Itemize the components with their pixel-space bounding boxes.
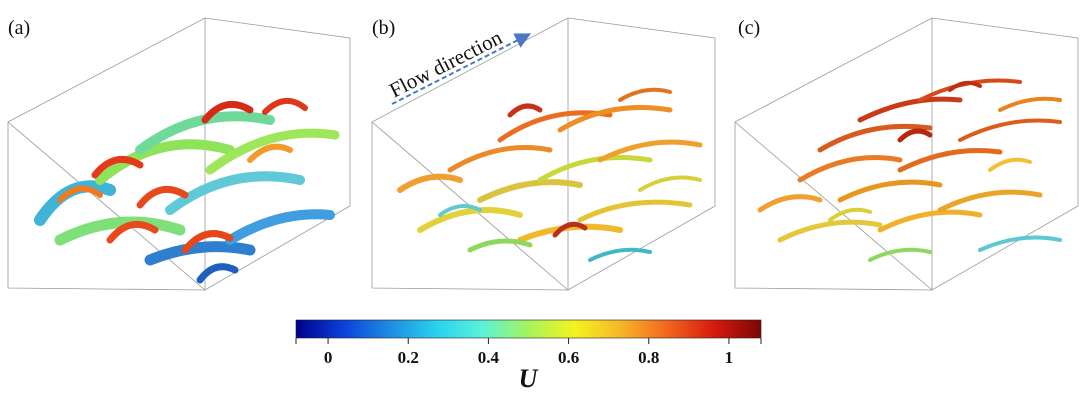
- vortex-structures-b: [397, 87, 703, 262]
- panel-label-b: (b): [372, 17, 395, 39]
- panel-a: (a): [7, 17, 351, 291]
- colorbar-gradient: [295, 319, 762, 339]
- vortex-structures-a: [34, 98, 340, 284]
- flow-direction-label: Flow direction: [385, 25, 506, 102]
- colorbar-ticks: 0 0.2 0.4 0.6 0.8 1: [295, 338, 762, 367]
- domain-box-b: [371, 17, 716, 291]
- panel-label-c: (c): [738, 17, 760, 39]
- colorbar-tick-label: 0.2: [398, 348, 419, 367]
- panel-b: (b) Flow direction: [371, 17, 716, 291]
- flow-direction-annotation: Flow direction: [385, 25, 532, 105]
- colorbar-tick-label: 0: [324, 348, 333, 367]
- colorbar-tick-label: 1: [725, 348, 734, 367]
- colorbar-tick-label: 0.4: [478, 348, 500, 367]
- colorbar-tick-label: 0.8: [638, 348, 659, 367]
- colorbar-variable-label: U: [519, 364, 539, 393]
- panel-c: (c): [734, 17, 1079, 291]
- colorbar: 0 0.2 0.4 0.6 0.8 1 U: [295, 319, 762, 393]
- domain-box-c: [734, 17, 1079, 291]
- flow-direction-arrow: [391, 33, 532, 105]
- panel-label-a: (a): [8, 17, 30, 39]
- vortex-structures-c: [757, 78, 1062, 262]
- colorbar-tick-label: 0.6: [558, 348, 579, 367]
